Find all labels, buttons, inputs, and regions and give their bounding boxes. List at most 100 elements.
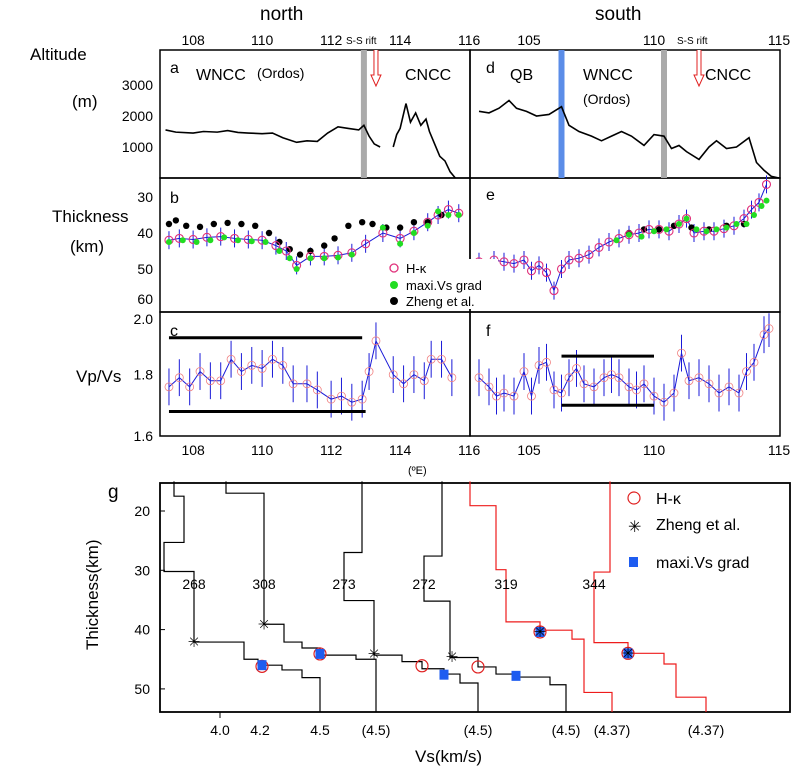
g-y-tick-label: 40 <box>134 622 150 638</box>
legend-hk-label: H-κ <box>406 261 427 276</box>
thickness-label: Thickness <box>52 207 129 226</box>
hk-point <box>734 388 744 398</box>
g-y-tick-label: 50 <box>134 681 150 697</box>
grad-point <box>335 254 342 261</box>
hk-point <box>574 253 584 263</box>
bottom-tick-label: 116 <box>458 442 481 458</box>
zheng-point <box>670 222 678 229</box>
hk-point <box>761 179 772 189</box>
region-wncc-south: WNCC <box>583 67 633 84</box>
zheng-point <box>396 224 404 231</box>
hk-point <box>599 373 609 383</box>
altitude-line <box>392 103 456 179</box>
zheng-point <box>276 238 283 246</box>
hk-point <box>195 367 205 376</box>
vs-profile-268 <box>163 481 321 713</box>
bottom-tick-label: 112 <box>320 442 343 458</box>
grad-point <box>435 208 442 215</box>
g-y-label: Thickness(km) <box>83 539 102 650</box>
g-grad-point <box>511 670 521 681</box>
g-y-tick-label: 20 <box>134 503 150 519</box>
g-x-tick-label: (4.5) <box>464 722 493 738</box>
zheng-point <box>196 223 204 231</box>
g-zheng-point: ✳ <box>188 634 201 651</box>
hk-point <box>278 360 288 370</box>
hk-point <box>484 382 494 392</box>
panel-frame-c <box>159 311 471 437</box>
legend-g-hk-marker <box>627 491 641 505</box>
hk-point <box>572 364 581 373</box>
profile-station-label: 273 <box>332 576 356 592</box>
hk-point <box>564 255 574 265</box>
hk-point <box>541 268 552 278</box>
grad-point <box>626 231 632 238</box>
profile-station-label: 272 <box>412 576 436 592</box>
hk-point <box>164 382 174 392</box>
vs-profile-308 <box>225 481 377 713</box>
top-tick-label: 105 <box>517 32 541 48</box>
g-grad-point <box>623 648 633 659</box>
hk-point <box>185 382 195 392</box>
hk-point <box>519 367 529 376</box>
region-cncc: CNCC <box>405 67 451 84</box>
zheng-point <box>369 220 376 228</box>
plot-area: 108 110 112 114 116 105 110 115 1000 2000 3000 30 40… <box>122 32 791 738</box>
panel-frame-g <box>159 482 791 713</box>
grad-point <box>424 222 431 229</box>
region-wncc: WNCC <box>196 67 246 84</box>
hk-point <box>639 379 649 389</box>
legend-g-zheng-label: Zheng et al. <box>656 517 741 534</box>
legend-zheng-marker <box>390 297 398 305</box>
altitude-line <box>478 99 780 179</box>
hk-point <box>361 239 371 249</box>
grad-point <box>248 238 255 245</box>
hk-point <box>614 373 624 383</box>
grad-point <box>733 221 740 227</box>
hk-point <box>257 364 267 373</box>
g-zheng-point: ✳ <box>534 624 547 641</box>
hk-point <box>604 237 614 247</box>
hk-point <box>764 324 774 333</box>
grad-point <box>293 266 300 272</box>
hk-point <box>288 379 298 389</box>
g-x-tick-label: 4.5 <box>310 722 330 738</box>
rift-arrow-icon <box>693 50 705 88</box>
panel-letter-c: c <box>170 323 178 340</box>
hk-point <box>364 367 374 376</box>
grad-point <box>193 239 200 245</box>
g-x-label: Vs(km/s) <box>415 747 482 766</box>
g-x-tick-label: (4.37) <box>688 722 725 738</box>
hk-point <box>499 257 509 267</box>
g-zheng-point: ✳ <box>368 646 381 663</box>
grad-point <box>758 203 765 209</box>
grad-point <box>321 255 328 262</box>
lon-unit: (ºE) <box>408 465 427 477</box>
g-hk-point <box>533 625 547 639</box>
hk-point <box>205 376 215 386</box>
suture-bar <box>661 50 667 178</box>
grad-point <box>455 212 462 218</box>
grad-point <box>663 226 670 233</box>
region-cncc-south: CNCC <box>705 67 751 84</box>
panel-letter-a: a <box>170 60 179 77</box>
hk-point <box>419 376 429 386</box>
grad-point <box>379 224 386 231</box>
zheng-point <box>410 219 418 226</box>
hk-point <box>564 373 574 383</box>
vpvs-label: Vp/Vs <box>76 367 121 386</box>
hk-point <box>226 354 236 364</box>
g-zheng-point: ✳ <box>258 616 271 633</box>
hk-point <box>624 382 634 392</box>
g-grad-point <box>315 648 325 659</box>
hk-point <box>388 370 398 380</box>
vs-profile-273 <box>343 481 479 713</box>
hk-point <box>409 370 419 380</box>
altitude-tick-label: 2000 <box>122 108 153 124</box>
hk-point <box>674 219 684 229</box>
grad-point <box>397 240 404 247</box>
hk-point <box>584 250 594 260</box>
g-x-tick-label: (4.5) <box>362 722 391 738</box>
vs-profile-272 <box>423 481 567 713</box>
top-tick-label: 108 <box>181 32 205 48</box>
